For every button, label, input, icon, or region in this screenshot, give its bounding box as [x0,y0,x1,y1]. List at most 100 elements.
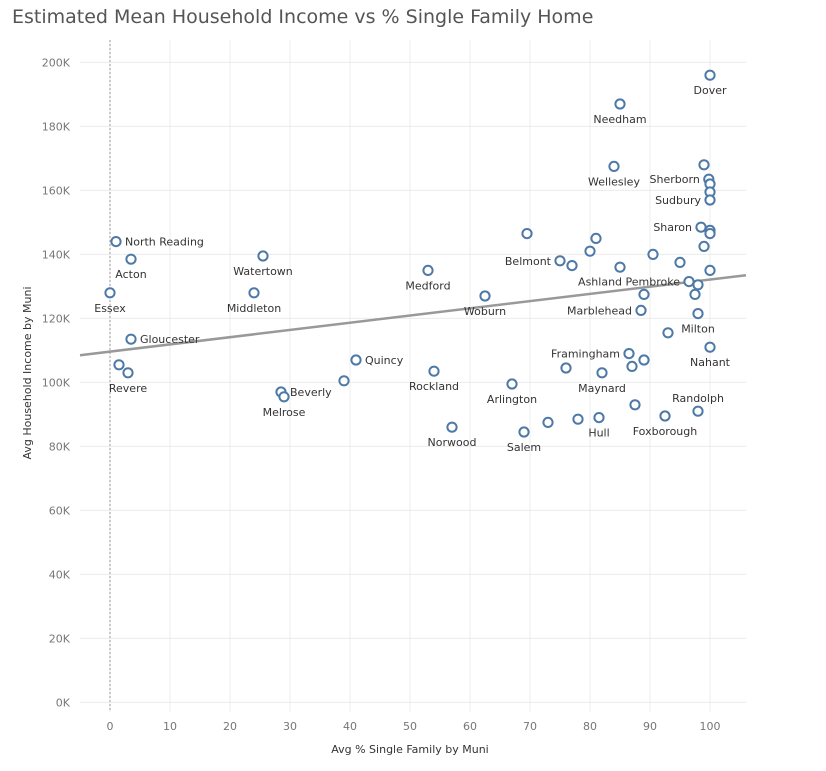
point-label: Hull [588,427,609,440]
data-point [518,426,530,438]
x-tick-label: 90 [643,720,657,733]
point-label: Watertown [233,265,293,278]
point-label: Milton [681,323,715,336]
data-point [278,391,290,403]
point-label: Arlington [487,393,537,406]
data-point [614,261,626,273]
x-tick-label: 0 [107,720,114,733]
point-label: Woburn [464,305,506,318]
y-tick-label: 20K [49,632,71,645]
data-point [704,341,716,353]
data-point [257,250,269,262]
y-tick-label: 80K [49,440,71,453]
data-point [692,405,704,417]
data-point [647,248,659,260]
y-tick-label: 160K [42,184,71,197]
point-label: Sherborn [650,173,700,186]
point-label: Ashland Pembroke [578,276,680,289]
point-label: Randolph [672,392,724,405]
data-point [446,421,458,433]
x-tick-label: 50 [403,720,417,733]
data-point [695,221,707,233]
data-point [638,354,650,366]
point-label: North Reading [125,236,204,249]
data-point [638,288,650,300]
point-label: Dover [694,84,727,97]
data-point [704,228,716,240]
data-point [542,416,554,428]
data-point [662,327,674,339]
y-tick-label: 40K [49,568,71,581]
point-label: Sudbury [655,194,701,207]
data-point [122,367,134,379]
point-label: Gloucester [140,333,200,346]
data-point [623,348,635,360]
point-label: Melrose [263,406,306,419]
data-point [554,255,566,267]
grid-lines [80,40,746,712]
x-axis-title: Avg % Single Family by Muni [331,743,489,756]
point-label: Foxborough [633,425,698,438]
x-tick-label: 10 [163,720,177,733]
data-point [560,362,572,374]
x-tick-label: 40 [343,720,357,733]
data-point [608,160,620,172]
point-label: Maynard [578,382,626,395]
point-label: Norwood [428,436,477,449]
data-point [698,240,710,252]
chart-title: Estimated Mean Household Income vs % Sin… [12,6,594,28]
y-tick-label: 120K [42,312,71,325]
data-points [104,69,716,438]
y-axis-title: Avg Household Income by Muni [21,286,34,459]
data-point [125,253,137,265]
point-label: Essex [94,302,126,315]
point-label: Belmont [505,255,552,268]
data-point [698,159,710,171]
data-point [506,378,518,390]
y-axis-ticks: 0K 20K 40K 60K 80K 100K 120K 140K 160K 180K 200K [42,56,71,709]
y-tick-label: 100K [42,376,71,389]
point-label: Nahant [690,356,731,369]
point-label: Wellesley [588,175,640,188]
data-point [614,98,626,110]
data-point [692,308,704,320]
point-label: Middleton [227,302,281,315]
x-tick-label: 30 [283,720,297,733]
data-point [704,194,716,206]
data-point [635,304,647,316]
data-point [659,410,671,422]
y-tick-label: 200K [42,56,71,69]
data-point [572,413,584,425]
y-tick-label: 0K [56,696,71,709]
point-label: Revere [109,382,147,395]
x-tick-label: 60 [463,720,477,733]
data-point [590,232,602,244]
data-point [626,360,638,372]
y-tick-label: 60K [49,504,71,517]
data-point [428,365,440,377]
point-label: Marblehead [567,304,632,317]
point-label: Quincy [365,354,404,367]
point-label: Salem [507,441,541,454]
data-point [704,69,716,81]
data-point [584,245,596,257]
point-label: Framingham [551,348,620,361]
point-labels: Dover Needham Wellesley Sherborn Sudbury Shar… [94,84,730,454]
data-point [593,412,605,424]
data-point [704,264,716,276]
point-label: Medford [405,279,450,292]
data-point [674,256,686,268]
data-point [521,228,533,240]
y-tick-label: 140K [42,248,71,261]
data-point [338,375,350,387]
point-label: Needham [593,113,646,126]
x-tick-label: 70 [523,720,537,733]
point-label: Rockland [409,380,459,393]
point-label: Sharon [653,221,692,234]
data-point [110,236,122,248]
data-point [350,354,362,366]
data-point [104,287,116,299]
point-label: Beverly [290,386,332,399]
data-point [689,288,701,300]
